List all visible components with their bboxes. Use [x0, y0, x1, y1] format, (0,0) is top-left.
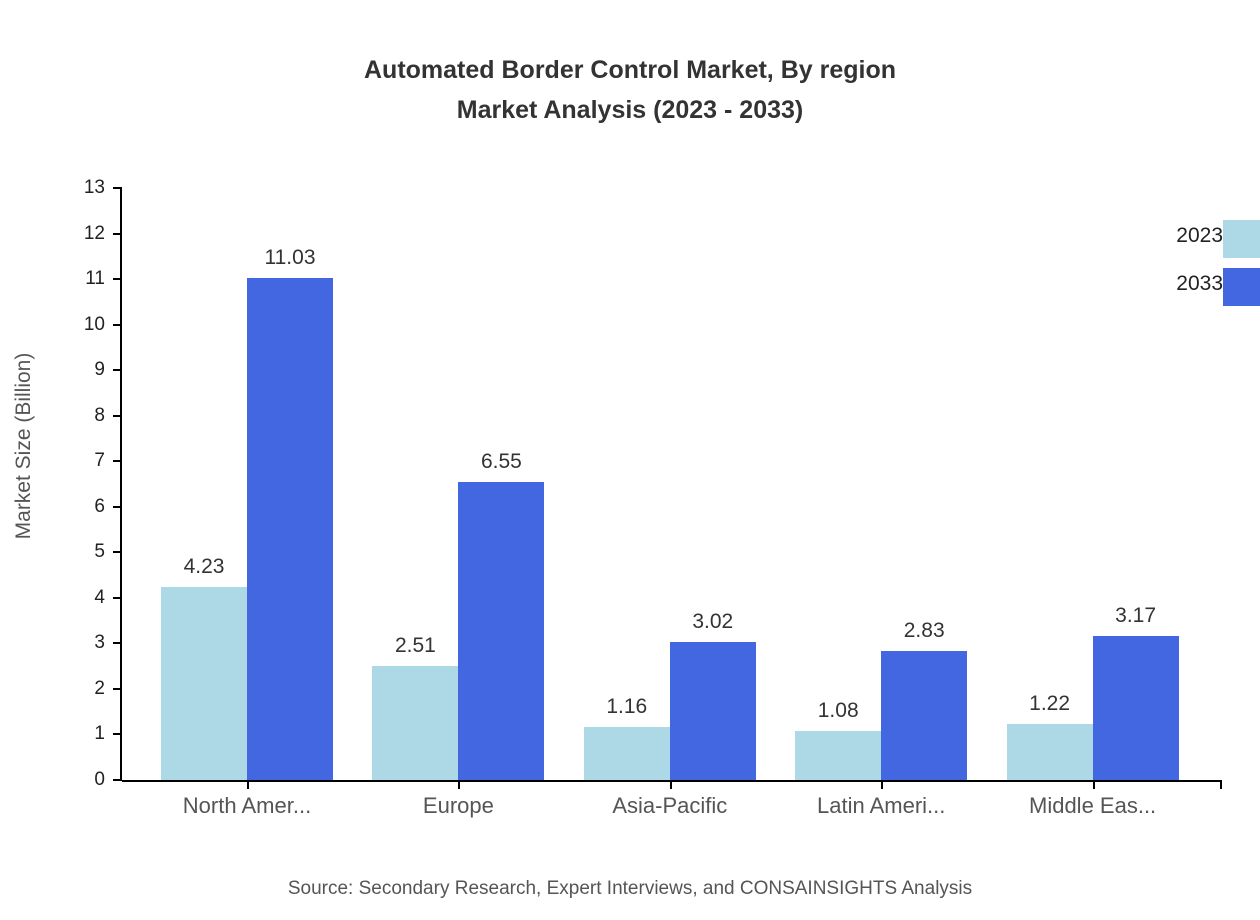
- x-axis-end-cap: [1220, 780, 1222, 789]
- bar-value-label: 1.08: [817, 698, 859, 722]
- bar-2023-0[interactable]: [161, 587, 247, 780]
- bar-value-label: 11.03: [264, 245, 316, 269]
- y-axis-tick-mark: [113, 232, 122, 235]
- y-axis-tick-mark: [113, 278, 122, 281]
- y-axis-tick-label: 5: [94, 541, 105, 563]
- x-axis-tick-label: Europe: [422, 793, 494, 818]
- legend-item-label: 2033: [1176, 272, 1223, 295]
- legend-swatch-2033: [1223, 268, 1260, 306]
- y-axis-tick-mark: [113, 642, 122, 645]
- x-axis-tick-label: Middle Eas...: [1029, 793, 1157, 818]
- legend-item-2023[interactable]: 2023: [1040, 214, 1260, 262]
- bar-value-label: 1.16: [606, 695, 648, 719]
- y-axis-tick-mark: [113, 687, 122, 690]
- x-axis-tick-label: Latin Ameri...: [816, 793, 946, 818]
- chart-title-line-2: Market Analysis (2023 - 2033): [456, 96, 804, 124]
- y-axis-tick-label: 6: [94, 495, 105, 517]
- y-axis-tick-label: 10: [83, 313, 105, 335]
- y-axis-tick-mark: [113, 323, 122, 326]
- bar-2033-3[interactable]: [881, 651, 968, 780]
- y-axis-tick-mark: [113, 779, 122, 781]
- x-axis-tick-mark: [458, 780, 461, 789]
- x-axis-tick-mark: [247, 780, 249, 789]
- bar-2033-0[interactable]: [247, 277, 333, 780]
- chart-legend: 2023 2033: [1040, 214, 1260, 310]
- x-axis-spine: [122, 780, 1222, 782]
- legend-item-2033[interactable]: 2033: [1040, 262, 1260, 310]
- legend-swatch-2023: [1223, 220, 1260, 258]
- y-axis-tick-mark: [113, 733, 122, 736]
- chart-title-line-1: Automated Border Control Market, By regi…: [364, 56, 896, 84]
- x-axis-tick-mark: [1092, 780, 1095, 789]
- bar-2033-4[interactable]: [1092, 635, 1179, 780]
- y-axis-tick-label: 3: [94, 632, 105, 654]
- y-axis-tick-label: 7: [94, 450, 105, 472]
- bar-value-label: 3.02: [692, 610, 734, 634]
- bar-2033-2[interactable]: [669, 642, 756, 780]
- y-axis-tick-label: 9: [94, 359, 105, 381]
- y-axis-tick-label: 11: [85, 268, 105, 290]
- y-axis-tick-label: 0: [94, 769, 105, 790]
- y-axis-tick-label: 13: [83, 177, 105, 198]
- y-axis-title: Market Size (Billion): [12, 352, 35, 540]
- bar-2023-4[interactable]: [1006, 724, 1093, 780]
- y-axis-tick-label: 4: [94, 586, 105, 608]
- bar-2033-1[interactable]: [458, 481, 545, 780]
- y-axis-tick-mark: [113, 369, 122, 372]
- y-axis-tick-mark: [113, 187, 122, 189]
- bar-2023-3[interactable]: [795, 730, 882, 780]
- y-axis-tick-label: 2: [94, 677, 105, 699]
- y-axis-spine: [120, 188, 122, 780]
- y-axis-tick-label: 8: [94, 404, 105, 426]
- legend-item-label: 2023: [1176, 224, 1223, 247]
- y-axis-tick-mark: [113, 505, 122, 508]
- y-axis-tick-label: 1: [94, 723, 105, 745]
- x-axis-tick-label: Asia-Pacific: [612, 793, 728, 818]
- bar-value-label: 1.22: [1029, 692, 1071, 716]
- x-axis-tick-label: North Amer...: [182, 793, 312, 818]
- bar-value-label: 4.23: [183, 555, 225, 579]
- x-axis-tick-mark: [881, 780, 884, 789]
- bar-value-label: 3.17: [1115, 603, 1157, 627]
- bar-2023-1[interactable]: [372, 665, 459, 780]
- y-axis-tick-mark: [113, 414, 122, 417]
- y-axis-tick-mark: [113, 551, 122, 554]
- plot-area: 4.23 11.03 2.51 6.55 1.16 3.02 1.08 2.83 1.22 3.1…: [122, 188, 1222, 780]
- page-title: Automated Border Control Market, By regi…: [0, 50, 1260, 130]
- x-axis-tick-mark: [669, 780, 672, 789]
- bar-2023-2[interactable]: [583, 727, 670, 780]
- bar-value-label: 2.83: [903, 619, 945, 643]
- bar-value-label: 6.55: [480, 449, 522, 473]
- bar-value-label: 2.51: [394, 633, 436, 657]
- y-axis-tick-mark: [113, 460, 122, 463]
- y-axis-tick-mark: [113, 596, 122, 599]
- source-note: Source: Secondary Research, Expert Inter…: [287, 878, 973, 899]
- y-axis-tick-label: 12: [83, 222, 105, 244]
